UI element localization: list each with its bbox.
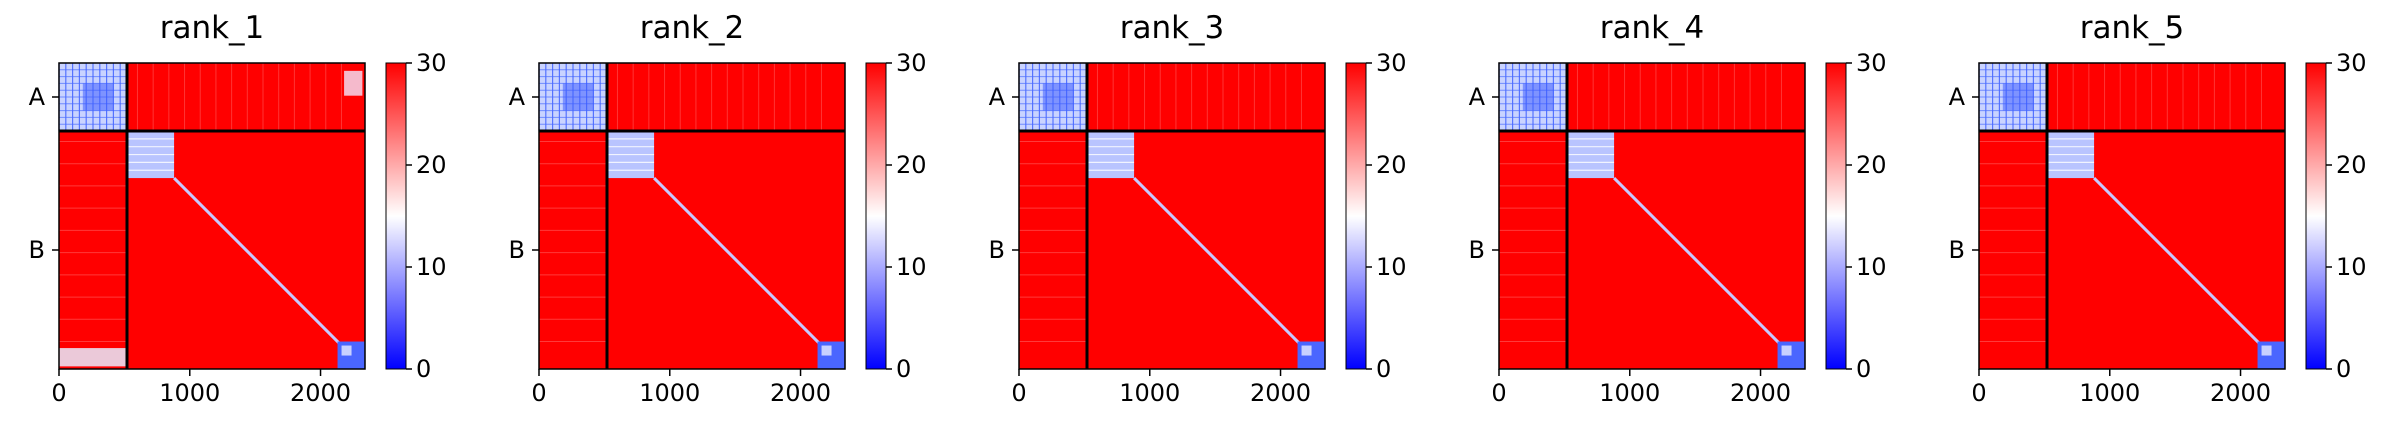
x-tick-label: 1000 [159, 379, 220, 407]
panel-title: rank_2 [639, 10, 745, 46]
x-tick-label: 2000 [770, 379, 831, 407]
diagonal-band [2093, 177, 2262, 346]
y-tick-label: A [1949, 83, 1966, 111]
y-tick-label: A [989, 83, 1006, 111]
colorbar [2305, 62, 2327, 370]
colorbar-tick-label: 20 [416, 151, 447, 179]
colorbar [1825, 62, 1847, 370]
colorbar-tick-label: 10 [2336, 253, 2367, 281]
colorbar-tick-label: 30 [1856, 49, 1887, 77]
colorbar-tick-label: 30 [896, 49, 927, 77]
x-tick-label: 1000 [1599, 379, 1660, 407]
heatmap-svg: 0 1000 2000 A B 0 10 20 30 [1949, 49, 2367, 407]
heatmap-panel-1: rank_1 0 1000 2000 A B 0 10 20 30 [0, 0, 480, 438]
diagonal-band [1133, 177, 1302, 346]
panel-title: rank_4 [1599, 10, 1705, 46]
y-tick-label: B [509, 236, 525, 264]
block-a-core [82, 83, 114, 111]
block-b-cterm-detail [1781, 345, 1792, 356]
panel-title: rank_1 [159, 10, 265, 46]
colorbar [385, 62, 407, 370]
x-tick-label: 0 [51, 379, 66, 407]
block-b-cterm-detail [341, 345, 352, 356]
diagonal-band [653, 177, 822, 346]
y-tick-label: A [509, 83, 526, 111]
heatmap-panel-4: rank_4 0 1000 2000 A B 0 10 20 30 [1440, 0, 1920, 438]
colorbar-tick-label: 30 [2336, 49, 2367, 77]
heatmap-svg: 0 1000 2000 A B 0 10 20 30 [509, 49, 927, 407]
x-tick-label: 1000 [2079, 379, 2140, 407]
colorbar-tick-label: 20 [2336, 151, 2367, 179]
x-tick-label: 0 [531, 379, 546, 407]
colorbar-tick-label: 10 [896, 253, 927, 281]
colorbar-tick-label: 10 [1856, 253, 1887, 281]
colorbar-tick-label: 0 [1376, 355, 1391, 383]
block-a-core [1042, 83, 1074, 111]
colorbar-tick-label: 0 [2336, 355, 2351, 383]
x-tick-label: 1000 [1119, 379, 1180, 407]
colorbar-tick-label: 30 [416, 49, 447, 77]
axes-frame [58, 62, 366, 370]
heatmap-panel-5: rank_5 0 1000 2000 A B 0 10 20 30 [1920, 0, 2400, 438]
block-b-cterm-detail [821, 345, 832, 356]
x-tick-label: 1000 [639, 379, 700, 407]
colorbar [1345, 62, 1367, 370]
colorbar-tick-label: 20 [1376, 151, 1407, 179]
interface-contact [59, 348, 127, 367]
axes-frame [1498, 62, 1806, 370]
colorbar-tick-label: 0 [1856, 355, 1871, 383]
block-a-core [562, 83, 594, 111]
colorbar-tick-label: 10 [1376, 253, 1407, 281]
heatmap-svg: 0 1000 2000 A B 0 10 20 30 [29, 49, 447, 407]
block-a-core [1522, 83, 1554, 111]
axes-frame [538, 62, 846, 370]
block-b-cterm-detail [1301, 345, 1312, 356]
x-tick-label: 2000 [290, 379, 351, 407]
heatmap-svg: 0 1000 2000 A B 0 10 20 30 [1469, 49, 1887, 407]
block-a-core [2002, 83, 2034, 111]
y-tick-label: B [1469, 236, 1485, 264]
panel-title: rank_3 [1119, 10, 1225, 46]
x-tick-label: 2000 [2210, 379, 2271, 407]
x-tick-label: 0 [1491, 379, 1506, 407]
heatmap-panel-2: rank_2 0 1000 2000 A B 0 10 20 30 [480, 0, 960, 438]
diagonal-band [1613, 177, 1782, 346]
panel-title: rank_5 [2079, 10, 2185, 46]
axes-frame [1018, 62, 1326, 370]
colorbar-tick-label: 10 [416, 253, 447, 281]
block-b-cterm-detail [2261, 345, 2272, 356]
interface-contact [344, 70, 363, 96]
diagonal-band [173, 177, 342, 346]
x-tick-label: 0 [1011, 379, 1026, 407]
colorbar-tick-label: 0 [416, 355, 431, 383]
y-tick-label: B [989, 236, 1005, 264]
y-tick-label: B [1949, 236, 1965, 264]
colorbar [865, 62, 887, 370]
y-tick-label: B [29, 236, 45, 264]
colorbar-tick-label: 0 [896, 355, 911, 383]
heatmap-svg: 0 1000 2000 A B 0 10 20 30 [989, 49, 1407, 407]
axes-frame [1978, 62, 2286, 370]
colorbar-tick-label: 30 [1376, 49, 1407, 77]
y-tick-label: A [1469, 83, 1486, 111]
y-tick-label: A [29, 83, 46, 111]
colorbar-tick-label: 20 [1856, 151, 1887, 179]
x-tick-label: 2000 [1730, 379, 1791, 407]
heatmap-panel-3: rank_3 0 1000 2000 A B 0 10 20 30 [960, 0, 1440, 438]
colorbar-tick-label: 20 [896, 151, 927, 179]
x-tick-label: 2000 [1250, 379, 1311, 407]
x-tick-label: 0 [1971, 379, 1986, 407]
